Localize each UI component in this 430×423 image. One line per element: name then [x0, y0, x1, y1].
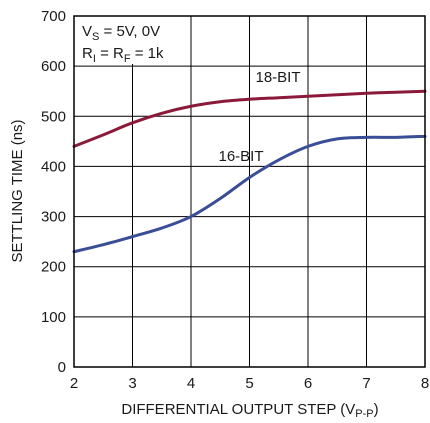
y-tick-label: 600 — [41, 58, 66, 75]
grid — [73, 15, 426, 368]
x-tick-label: 8 — [421, 375, 429, 392]
series-lines — [72, 89, 427, 254]
y-tick-labels: 0 100 200 300 400 500 600 700 — [41, 8, 66, 376]
y-tick-label: 0 — [58, 359, 66, 376]
x-tick-labels: 2 3 4 5 6 7 8 — [70, 375, 429, 392]
series-line-18-bit — [72, 89, 427, 148]
series-label-18-bit: 18-BIT — [255, 69, 300, 86]
y-tick-label: 700 — [41, 8, 66, 25]
series-label-16-bit: 16-BIT — [218, 148, 263, 165]
y-tick-label: 200 — [41, 259, 66, 276]
supply-voltage-label: VS = 5V, 0V — [82, 23, 160, 43]
y-tick-label: 400 — [41, 158, 66, 175]
y-tick-label: 100 — [41, 309, 66, 326]
plot-frame — [73, 15, 426, 368]
supply-subscript: S — [92, 31, 99, 43]
x-tick-label: 2 — [70, 375, 78, 392]
y-tick-label: 300 — [41, 209, 66, 226]
x-tick-label: 5 — [245, 375, 253, 392]
x-axis-label: DIFFERENTIAL OUTPUT STEP (VP-P) — [121, 401, 378, 420]
y-tick-label: 500 — [41, 108, 66, 125]
resistor-label: RI = RF = 1k — [82, 45, 164, 65]
conditions-box — [74, 16, 186, 64]
series-line-16-bit — [72, 134, 427, 254]
conditions-annotation: VS = 5V, 0V RI = RF = 1k — [74, 16, 186, 65]
x-tick-label: 7 — [362, 375, 370, 392]
x-tick-label: 3 — [128, 375, 136, 392]
x-tick-label: 4 — [187, 375, 195, 392]
x-tick-label: 6 — [304, 375, 312, 392]
y-axis-label: SETTLING TIME (ns) — [9, 119, 26, 262]
